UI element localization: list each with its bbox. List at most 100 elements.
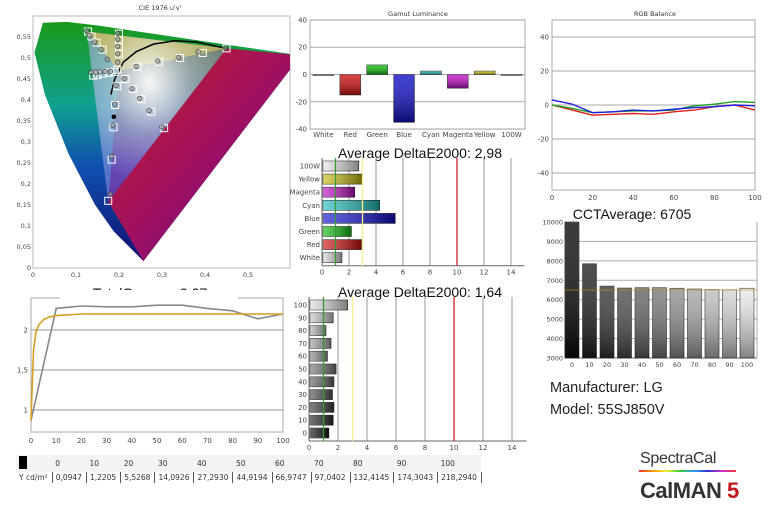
measured-point [175,54,181,61]
bar-shade [323,161,359,171]
model-label: Model: 55SJ850V [550,402,665,418]
value-cell: 27,2930 [193,472,234,483]
x-tick-label: 10 [453,269,462,277]
y-tick-label: 20 [298,44,307,52]
category-label: 70 [298,340,307,348]
header-cell: 100 [437,455,482,472]
category-label: 60 [673,361,681,369]
y-tick-label: -40 [296,126,307,134]
measured-point [107,191,113,197]
measured-point [115,51,121,57]
x-tick-label: 20 [588,194,597,202]
bar-shade [652,287,667,358]
y-tick-label: -40 [538,170,549,178]
category-label: White [313,131,333,139]
y-tick-label: 7000 [546,277,563,285]
value-cell: 0,0947 [52,472,87,483]
x-tick-label: 2 [336,444,340,452]
bar-shade [447,74,469,89]
value-cell: 218,2940 [437,472,482,483]
x-tick-label: 100 [276,437,289,445]
calman-version: 5 [726,478,739,503]
category-label: Red [344,131,357,139]
x-tick-label: 100 [748,194,761,202]
measured-point [87,32,93,38]
x-tick-label: 60 [669,194,678,202]
category-label: 20 [298,404,307,412]
category-label: Cyan [302,202,320,210]
category-label: 100W [300,163,320,171]
category-label: 50 [655,361,663,369]
spectral-locus [34,22,290,262]
x-tick-label: 14 [508,444,517,452]
value-cell: 5,5268 [120,472,156,483]
plot-frame [30,297,284,433]
value-cell: 66,9747 [272,472,312,483]
y-tick-label: 6000 [546,296,563,304]
rgb-balance-chart: RGB Balance -40 -20 0 20 40 0 20 40 60 80 100 [538,10,762,202]
x-tick-label: 0 [320,269,324,277]
y-tick-label: 40 [298,16,307,24]
category-label: Green [299,228,320,236]
x-tick-label: 20 [77,437,86,445]
y-tick-label: 0 [27,264,31,272]
black-swatch [19,456,27,469]
measured-point [115,59,121,65]
category-label: 60 [298,353,307,361]
bar-shade [310,325,326,336]
bar-shade [366,64,388,75]
y-tick-label: 0,3 [21,138,31,146]
category-label: Red [307,241,320,249]
bar-shade [310,415,334,426]
bar-shade [323,226,352,237]
x-tick-label: 70 [203,437,212,445]
x-tick-label: 0 [29,437,33,445]
measured-point [115,36,121,42]
x-tick-label: 2 [347,269,351,277]
bar-shade [310,312,334,323]
category-label: Green [367,131,388,139]
x-tick-label: 8 [423,444,427,452]
x-tick-label: 80 [710,194,719,202]
y-tick-label: 5000 [546,316,563,324]
y-tick-label: 0,2 [21,180,31,188]
gamma-chart: TotalGamma: 2,2711,520102030405060708090… [17,285,290,445]
measured-point [222,45,228,51]
bar-shade [420,71,442,75]
bar-shade [722,289,737,358]
chart-title: RGB Balance [634,10,676,18]
plot-frame [32,15,291,269]
category-label: 100 [294,302,307,310]
x-tick-label: 40 [629,194,638,202]
measured-point [113,82,119,88]
bar-shade [393,74,415,123]
category-label: Magenta [443,131,474,139]
chart-title: Average DeltaE2000: 2,98 [338,145,502,161]
cie-diagram: CIE 1976 u'v' 0 0,1 0,2 0,3 0,4 0,5 0 0,05 0,1 0,1… [17,4,291,279]
measured-point [93,69,99,75]
y-tick-label: -20 [296,98,307,106]
y-tick-label: 0,55 [17,33,31,41]
y-tick-label: 0,45 [17,75,31,83]
x-tick-label: 30 [102,437,111,445]
color-deltae-chart: Average DeltaE2000: 2,98 0 2 4 6 8 10 12 14 100W Y… [289,145,525,277]
measured-point [104,56,110,62]
bar-shade [501,74,522,76]
bar-shade [310,428,329,438]
measured-point [84,28,90,34]
x-tick-label: 14 [507,269,516,277]
spectracal-logo: SpectraCal [640,450,717,467]
y-tick-label: 0,15 [17,201,31,209]
category-label: 40 [298,378,307,386]
x-tick-label: 0,2 [114,271,124,279]
header-cell: 70 [311,455,351,472]
y-tick-label: 3000 [546,355,563,363]
category-label: 30 [298,391,307,399]
title-backdrop [60,290,238,302]
manufacturer-label: Manufacturer: LG [550,380,663,396]
header-cell: 40 [193,455,233,472]
value-cell: 174,3043 [393,472,439,483]
bar-shade [323,200,380,211]
value-cell: 44,9194 [232,472,273,483]
value-cell: 97,0402 [311,472,351,483]
